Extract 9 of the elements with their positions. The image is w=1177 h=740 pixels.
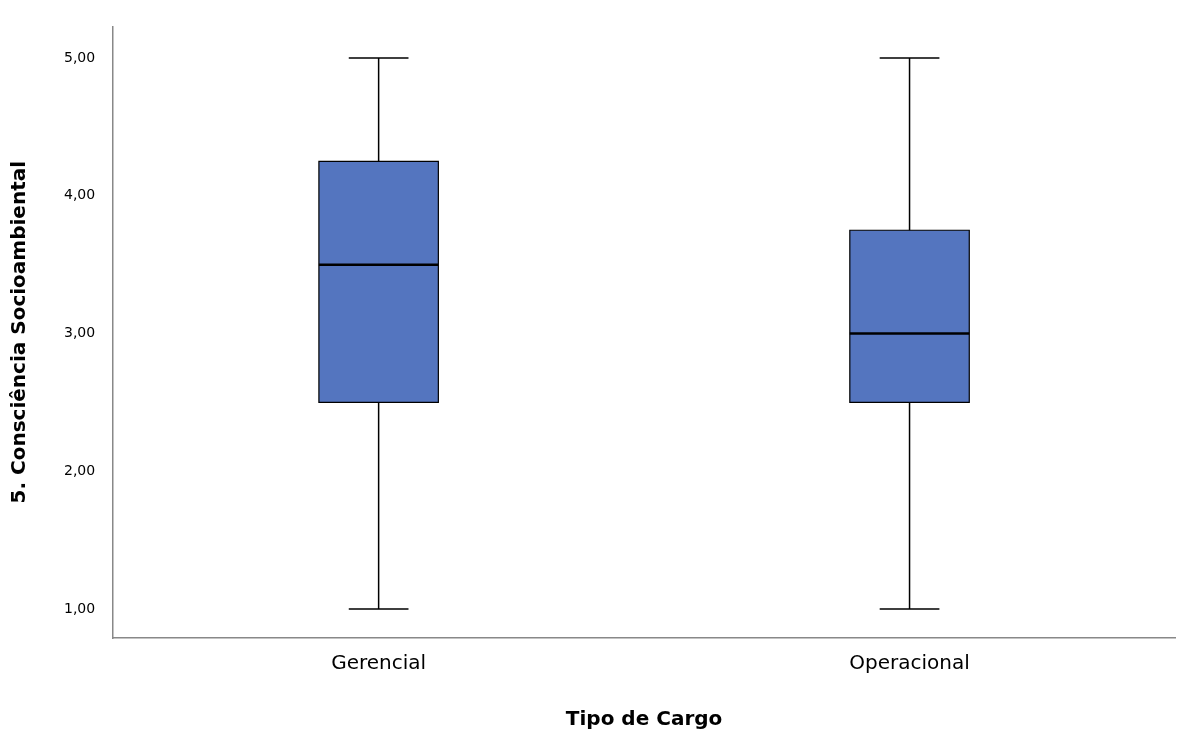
x-tick-label: Operacional [849, 650, 970, 675]
y-tick-label: 3,00 [64, 324, 96, 341]
y-axis-title: 5. Consciência Socioambiental [6, 160, 31, 504]
y-tick-label: 4,00 [64, 186, 96, 203]
y-tick-label: 1,00 [64, 599, 96, 616]
y-tick-label: 2,00 [64, 461, 96, 478]
x-tick-label: Gerencial [331, 650, 427, 675]
x-axis-title: Tipo de Cargo [565, 706, 723, 731]
y-tick-label: 5,00 [64, 48, 96, 65]
